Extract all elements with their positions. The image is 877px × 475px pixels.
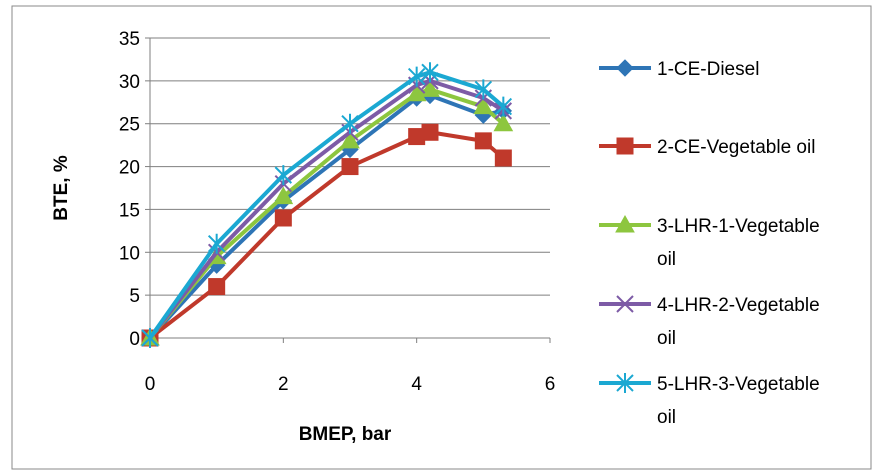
legend-label-line: 5-LHR-3-Vegetable — [657, 374, 820, 395]
legend-label: 1-CE-Diesel — [657, 59, 759, 80]
data-point — [421, 62, 439, 83]
legend-label-line: oil — [657, 407, 676, 428]
y-axis-title: BTE, % — [51, 155, 72, 221]
legend-label-line: oil — [657, 328, 676, 349]
data-point — [473, 96, 494, 115]
legend-swatch-marker — [616, 59, 634, 77]
series-1 — [141, 86, 513, 347]
y-tick-label: 25 — [119, 115, 140, 136]
outer-border — [11, 5, 872, 470]
y-tick-label: 30 — [119, 72, 140, 93]
series-line — [148, 130, 505, 340]
data-point — [474, 79, 493, 100]
legend-label-line: oil — [657, 249, 676, 270]
legend-entry-2: 2-CE-Vegetable oil — [599, 137, 815, 158]
series-2 — [141, 123, 512, 347]
data-point — [420, 79, 440, 97]
y-tick-label: 35 — [119, 29, 140, 50]
y-tick-label: 20 — [119, 158, 140, 179]
y-tick-label: 5 — [129, 286, 140, 307]
legend-label: 5-LHR-3-Vegetable oil — [657, 374, 820, 428]
x-tick-label: 0 — [145, 374, 156, 395]
data-point — [207, 233, 226, 254]
data-point — [494, 149, 512, 167]
series-3 — [140, 79, 514, 346]
data-point — [421, 123, 439, 141]
legend-swatch-marker — [615, 214, 635, 233]
legend-swatch-marker — [616, 373, 634, 393]
series-line — [148, 93, 504, 340]
data-point — [341, 113, 359, 134]
legend-entry-3: 3-LHR-1-Vegetable oil — [599, 214, 820, 270]
data-point — [493, 113, 514, 132]
x-tick-label: 6 — [545, 374, 556, 395]
legend-entry-4: 4-LHR-2-Vegetable oil — [599, 295, 820, 349]
legend-entry-5: 5-LHR-3-Vegetable oil — [599, 373, 820, 428]
data-point — [141, 328, 159, 348]
legend-label: 2-CE-Vegetable oil — [657, 137, 815, 158]
series-line — [148, 87, 505, 340]
legend-label-line: 4-LHR-2-Vegetable — [657, 295, 820, 316]
data-point — [273, 186, 294, 205]
legend-entry-1: 1-CE-Diesel — [599, 59, 759, 80]
legend-swatch-marker — [616, 295, 634, 313]
series-line — [148, 78, 505, 340]
data-point — [274, 209, 292, 227]
y-tick-label: 0 — [129, 329, 140, 350]
data-point — [474, 132, 492, 150]
legend-label: 4-LHR-2-Vegetable oil — [657, 295, 820, 349]
legend-label: 3-LHR-1-Vegetable oil — [657, 216, 820, 270]
y-tick-label: 10 — [119, 243, 140, 264]
data-point — [208, 278, 226, 296]
legend-label-line: 3-LHR-1-Vegetable — [657, 216, 820, 237]
data-point — [341, 158, 359, 176]
data-point — [340, 130, 360, 149]
legend-swatch-marker — [616, 137, 634, 155]
data-point — [274, 165, 293, 186]
data-point — [407, 66, 426, 87]
x-axis-title: BMEP, bar — [299, 424, 392, 445]
series-line — [148, 70, 505, 340]
series-5 — [141, 62, 513, 348]
x-tick-label: 2 — [278, 374, 289, 395]
data-point — [494, 96, 513, 117]
y-tick-label: 15 — [119, 200, 140, 221]
x-tick-label: 4 — [411, 374, 422, 395]
